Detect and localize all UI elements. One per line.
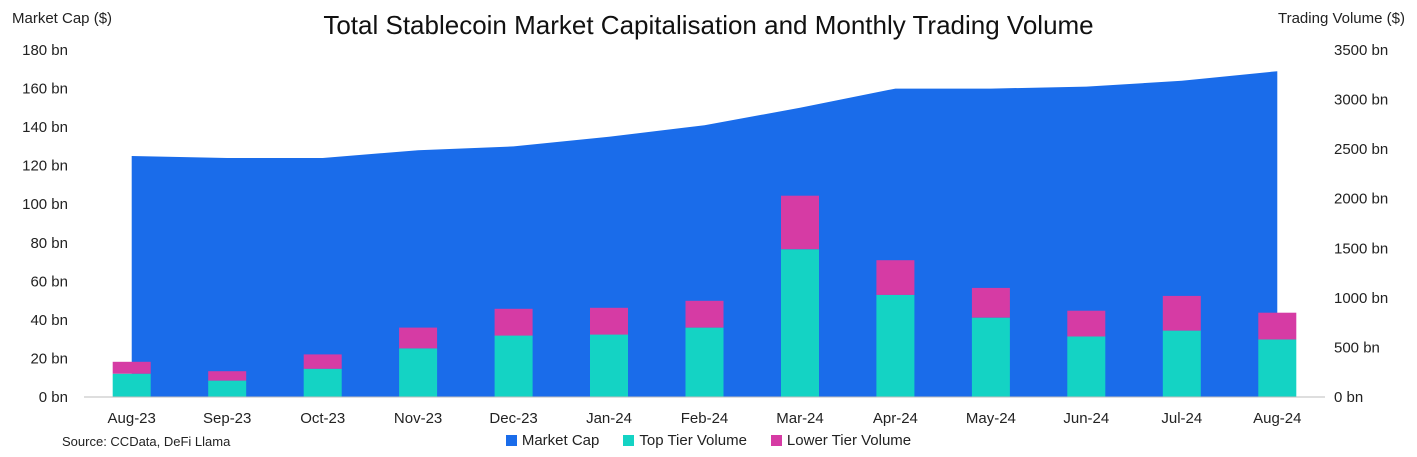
- legend-label-top-tier: Top Tier Volume: [639, 432, 747, 449]
- x-tick-label: Oct-23: [300, 410, 345, 427]
- right-tick-label: 500 bn: [1334, 339, 1380, 356]
- legend-label-lower-tier: Lower Tier Volume: [786, 432, 912, 449]
- bar-lower-tier-Dec-23: [494, 308, 533, 336]
- legend-swatch-top-tier: [623, 435, 635, 446]
- x-tick-label: Feb-24: [681, 410, 729, 427]
- left-axis-title: Market Cap ($): [12, 10, 113, 27]
- right-tick-label: 3000 bn: [1334, 92, 1388, 109]
- legend-item-lower-tier: Lower Tier Volume: [770, 432, 912, 449]
- bar-lower-tier-Nov-23: [399, 327, 438, 349]
- bar-lower-tier-Jul-24: [1162, 295, 1201, 331]
- x-tick-label: Jan-24: [586, 410, 632, 427]
- bar-top-tier-Sep-23: [208, 380, 247, 397]
- bar-lower-tier-Jun-24: [1067, 310, 1106, 337]
- x-tick-label: Sep-23: [203, 410, 251, 427]
- bar-top-tier-Oct-23: [303, 368, 342, 397]
- legend-swatch-lower-tier: [770, 435, 782, 446]
- bar-top-tier-Dec-23: [494, 335, 533, 397]
- bar-lower-tier-Apr-24: [876, 260, 915, 295]
- right-tick-label: 2500 bn: [1334, 141, 1388, 158]
- bar-top-tier-Jul-24: [1162, 330, 1201, 397]
- bar-lower-tier-Feb-24: [685, 300, 724, 328]
- x-tick-label: May-24: [966, 410, 1016, 427]
- right-axis-title: Trading Volume ($): [1277, 10, 1405, 27]
- x-tick-label: Aug-24: [1253, 410, 1301, 427]
- legend-swatch-market-cap: [505, 435, 517, 446]
- bar-top-tier-Mar-24: [781, 249, 819, 397]
- bar-top-tier-May-24: [971, 317, 1010, 397]
- left-tick-label: 100 bn: [22, 196, 68, 213]
- right-tick-label: 1500 bn: [1334, 240, 1388, 257]
- legend-item-top-tier: Top Tier Volume: [623, 432, 747, 449]
- left-tick-label: 120 bn: [22, 158, 68, 175]
- right-tick-label: 2000 bn: [1334, 191, 1388, 208]
- right-tick-label: 0 bn: [1334, 389, 1363, 406]
- bar-top-tier-Feb-24: [685, 327, 724, 397]
- legend-item-market-cap: Market Cap: [505, 432, 600, 449]
- bar-lower-tier-May-24: [971, 287, 1010, 318]
- x-tick-label: Jun-24: [1063, 410, 1109, 427]
- bar-top-tier-Aug-24: [1258, 339, 1297, 397]
- bar-top-tier-Jan-24: [590, 334, 628, 397]
- bar-lower-tier-Aug-23: [112, 361, 151, 374]
- bar-top-tier-Jun-24: [1067, 336, 1106, 397]
- source-note: Source: CCData, DeFi Llama: [62, 434, 231, 449]
- legend: Market Cap Top Tier Volume Lower Tier Vo…: [0, 432, 1417, 449]
- left-tick-label: 160 bn: [22, 81, 68, 98]
- chart-title: Total Stablecoin Market Capitalisation a…: [323, 10, 1094, 40]
- bar-lower-tier-Jan-24: [590, 307, 628, 335]
- left-tick-label: 40 bn: [30, 312, 68, 329]
- left-tick-label: 60 bn: [30, 273, 68, 290]
- bar-top-tier-Nov-23: [399, 348, 438, 397]
- bar-lower-tier-Mar-24: [781, 195, 819, 250]
- bar-top-tier-Apr-24: [876, 294, 915, 397]
- x-tick-label: Mar-24: [776, 410, 824, 427]
- right-tick-label: 1000 bn: [1334, 290, 1388, 307]
- bar-lower-tier-Oct-23: [303, 354, 342, 369]
- x-tick-label: Jul-24: [1161, 410, 1202, 427]
- left-tick-label: 20 bn: [30, 350, 68, 367]
- bar-top-tier-Aug-23: [112, 373, 151, 397]
- left-tick-label: 80 bn: [30, 235, 68, 252]
- left-tick-label: 180 bn: [22, 42, 68, 59]
- left-tick-label: 140 bn: [22, 119, 68, 136]
- x-tick-label: Nov-23: [394, 410, 442, 427]
- x-tick-label: Dec-23: [489, 410, 537, 427]
- bar-lower-tier-Aug-24: [1258, 312, 1297, 340]
- x-tick-label: Apr-24: [873, 410, 918, 427]
- right-tick-label: 3500 bn: [1334, 42, 1388, 59]
- left-tick-label: 0 bn: [39, 389, 68, 406]
- legend-label-market-cap: Market Cap: [521, 432, 600, 449]
- x-tick-label: Aug-23: [108, 410, 156, 427]
- bar-lower-tier-Sep-23: [208, 371, 247, 381]
